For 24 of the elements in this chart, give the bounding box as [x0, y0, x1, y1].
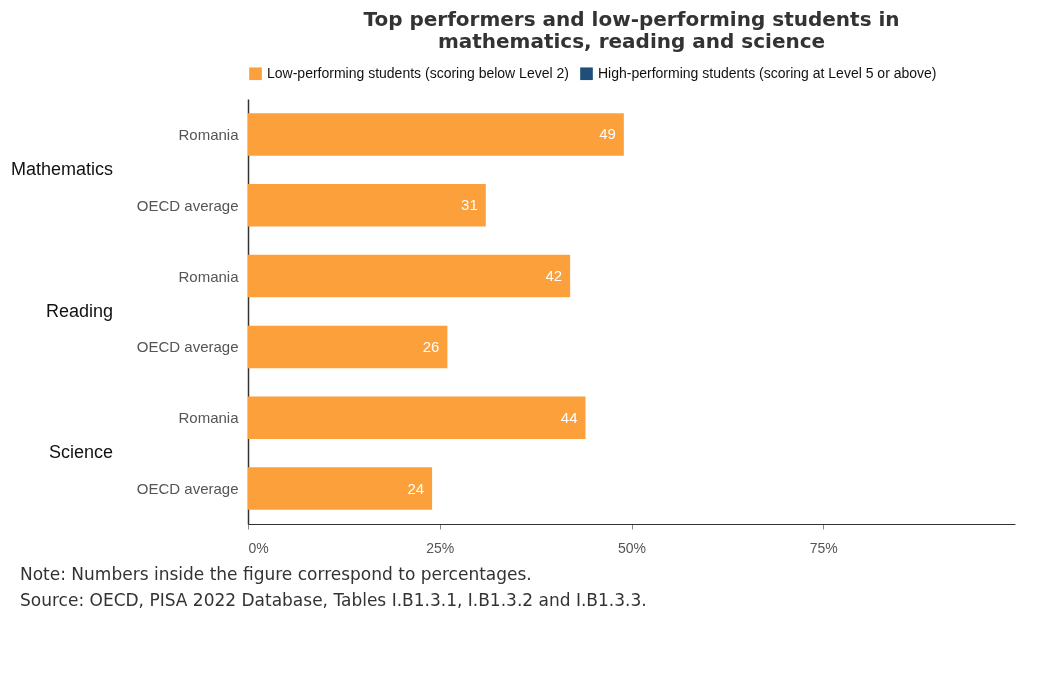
text: Note: Numbers inside the figure correspond to percentages. [20, 564, 533, 584]
data-label: 42 [545, 267, 563, 285]
source-note: Source: OECD, PISA 2022 Database, Tables I.B1.3.1, I.B1.3.2 and I.B1.3.3. [20, 590, 648, 610]
text: Science [48, 442, 113, 463]
x-tick-label: 75% [809, 539, 838, 556]
data-label: 44 [560, 408, 578, 426]
data-label: 31 [461, 196, 478, 214]
data-label: 24 [407, 479, 425, 497]
legend-label: Low-performing students (scoring below Level 2) [267, 64, 569, 81]
text: Reading [45, 300, 113, 321]
data-label: 49 [599, 125, 616, 143]
y-tick-label: OECD average [136, 480, 239, 498]
legend-label: High-performing students (scoring at Level 5 or above) [598, 64, 937, 81]
y-tick-label: OECD average [136, 196, 239, 214]
data-label: 26 [422, 337, 440, 355]
x-tick-label: 50% [617, 539, 647, 556]
y-tick-label: Romania [178, 409, 240, 427]
x-tick-label: 0% [248, 539, 269, 556]
text: Mathematics [10, 158, 113, 179]
chart-title: Top performers and low-performing students in mathematics, reading and science [363, 7, 900, 53]
x-tick-label: 25% [426, 539, 455, 556]
y-tick-label: OECD average [136, 338, 239, 356]
y-tick-label: Romania [178, 267, 240, 285]
y-tick-label: Romania [178, 125, 240, 143]
